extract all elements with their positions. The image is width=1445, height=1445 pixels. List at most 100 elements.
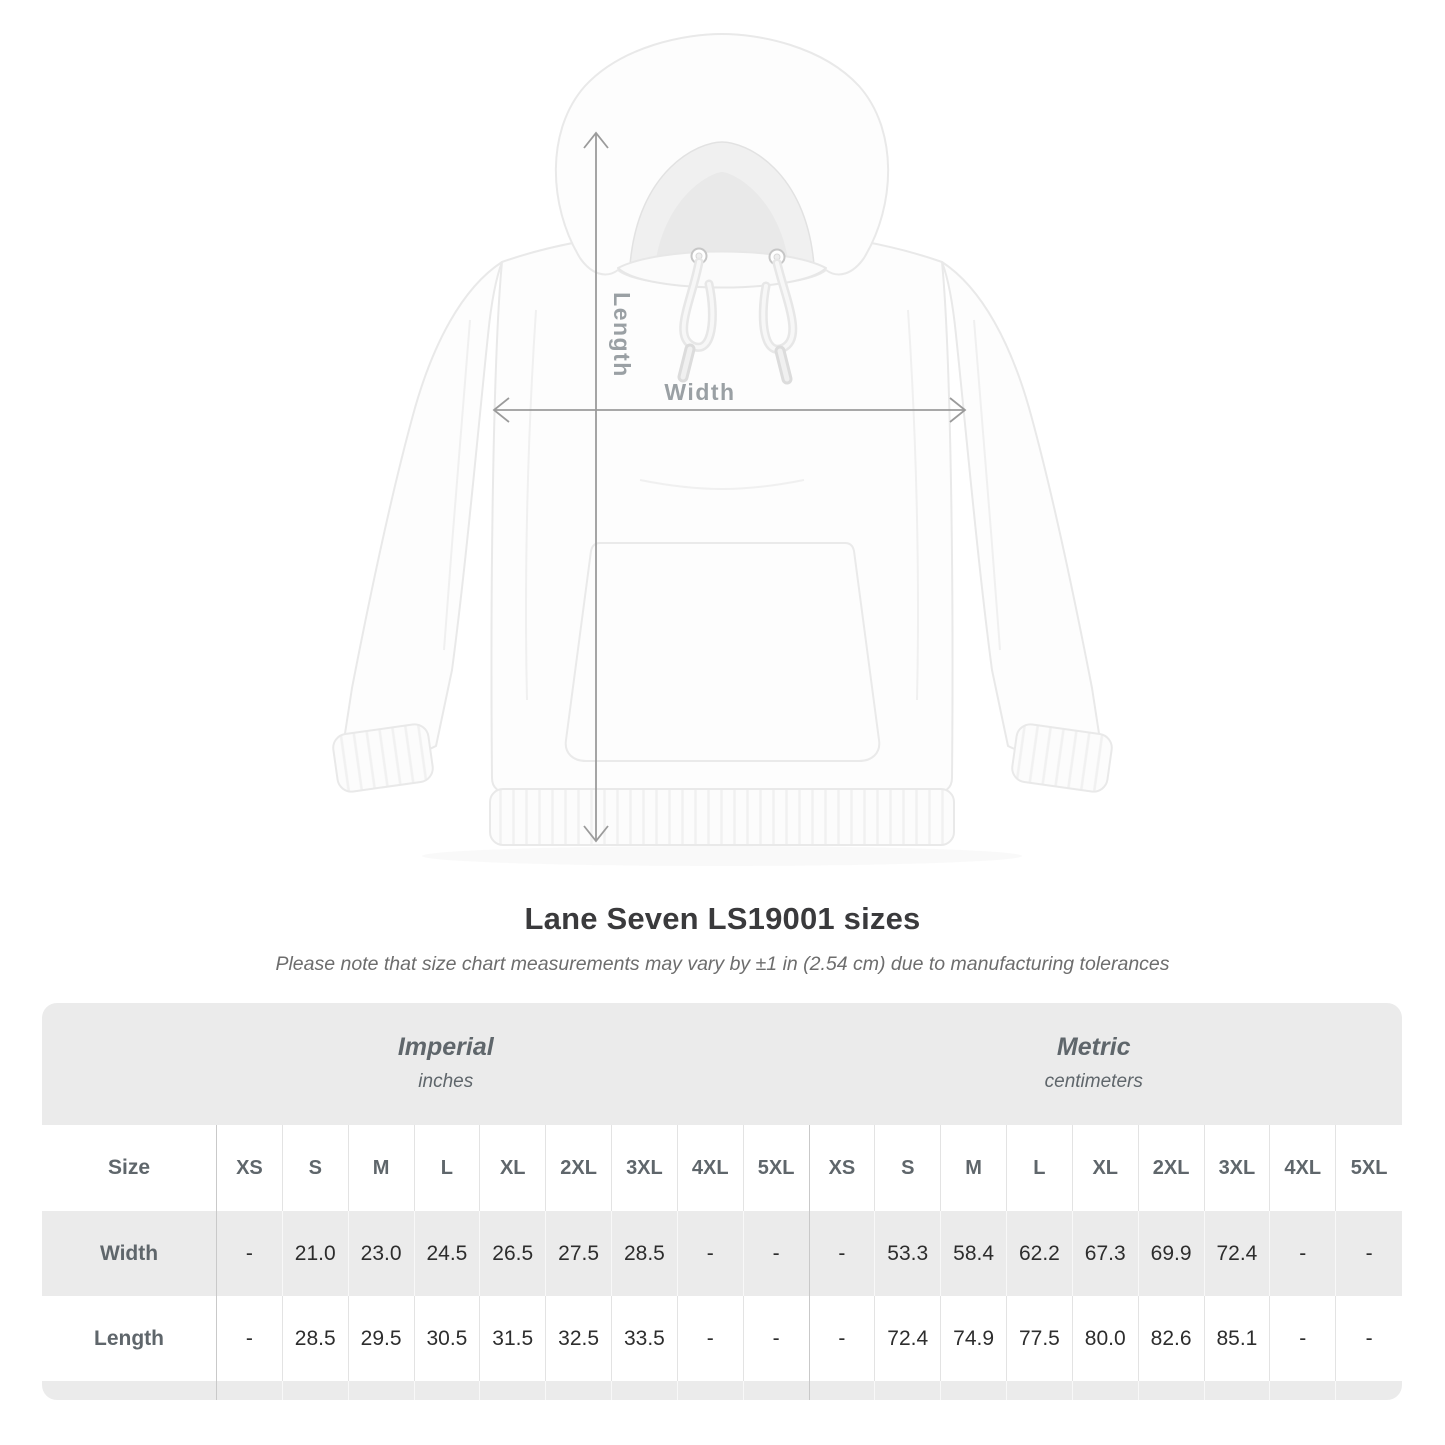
width-metric-value-3xl: 72.4 — [1204, 1211, 1271, 1296]
table-footer-cell — [809, 1381, 876, 1400]
length-imperial-value-xl: 31.5 — [480, 1296, 547, 1381]
width-arrow-label: Width — [664, 379, 735, 405]
width-metric-value-m: 58.4 — [941, 1211, 1007, 1296]
table-footer-cell — [677, 1381, 744, 1400]
size-header-imperial-3xl: 3XL — [612, 1125, 678, 1211]
length-imperial-value-xs: - — [217, 1296, 283, 1381]
width-metric-value-4xl: - — [1270, 1211, 1337, 1296]
size-table: Imperial inches Metric centimeters Size XS S M L… — [42, 1003, 1402, 1400]
width-imperial-value-s: 21.0 — [282, 1211, 349, 1296]
table-footer-cell — [282, 1381, 349, 1400]
table-footer-cell — [42, 1381, 217, 1400]
width-imperial-value-4xl: - — [677, 1211, 744, 1296]
hoodie-pocket — [564, 542, 881, 762]
metric-section-header: Metric centimeters — [809, 1003, 1402, 1125]
length-imperial-value-l: 30.5 — [414, 1296, 481, 1381]
size-header-imperial-s: S — [282, 1125, 349, 1211]
width-imperial-value-xl: 26.5 — [480, 1211, 547, 1296]
hoodie-left-cuff — [332, 723, 434, 793]
table-footer-cell — [480, 1381, 547, 1400]
table-footer-cell — [414, 1381, 481, 1400]
table-footer-cell — [875, 1381, 942, 1400]
size-header-imperial-xs: XS — [217, 1125, 283, 1211]
width-row-label: Width — [42, 1211, 217, 1296]
length-metric-value-xl: 80.0 — [1072, 1296, 1139, 1381]
metric-unit: centimeters — [1044, 1071, 1143, 1092]
length-metric-value-m: 74.9 — [941, 1296, 1007, 1381]
hoodie-right-cuff — [1011, 723, 1113, 793]
table-footer-cell — [217, 1381, 283, 1400]
size-header-metric-3xl: 3XL — [1204, 1125, 1271, 1211]
table-footer-cell — [348, 1381, 415, 1400]
imperial-unit: inches — [418, 1071, 474, 1092]
size-header-metric-xl: XL — [1072, 1125, 1139, 1211]
length-imperial-value-m: 29.5 — [348, 1296, 415, 1381]
length-imperial-value-5xl: - — [743, 1296, 810, 1381]
table-footer-cell — [1138, 1381, 1205, 1400]
length-metric-value-xs: - — [809, 1296, 876, 1381]
width-imperial-value-2xl: 27.5 — [546, 1211, 612, 1296]
hoodie-measurement-diagram: Length Width — [332, 33, 1113, 866]
table-footer-cell — [1204, 1381, 1271, 1400]
width-arrow — [492, 397, 967, 423]
width-imperial-value-l: 24.5 — [414, 1211, 481, 1296]
size-header-imperial-l: L — [414, 1125, 481, 1211]
length-imperial-value-3xl: 33.5 — [612, 1296, 678, 1381]
length-imperial-value-2xl: 32.5 — [546, 1296, 612, 1381]
width-metric-value-xs: - — [809, 1211, 876, 1296]
length-metric-value-2xl: 82.6 — [1138, 1296, 1205, 1381]
hoodie-drawstrings — [677, 257, 798, 385]
table-footer-cell — [1072, 1381, 1139, 1400]
width-imperial-value-m: 23.0 — [348, 1211, 415, 1296]
size-header-metric-l: L — [1007, 1125, 1073, 1211]
imperial-title: Imperial — [397, 1033, 494, 1061]
length-row-label: Length — [42, 1296, 217, 1381]
table-footer-cell — [1336, 1381, 1402, 1400]
hoodie-hood-interior — [655, 172, 789, 277]
length-imperial-value-s: 28.5 — [282, 1296, 349, 1381]
tolerance-note: Please note that size chart measurements… — [275, 953, 1170, 975]
table-footer-cell — [743, 1381, 810, 1400]
hoodie-hem-rib — [489, 788, 955, 846]
width-metric-value-xl: 67.3 — [1072, 1211, 1139, 1296]
table-footer-cell — [546, 1381, 612, 1400]
size-header-metric-2xl: 2XL — [1138, 1125, 1205, 1211]
table-footer-cell — [612, 1381, 678, 1400]
length-metric-value-4xl: - — [1270, 1296, 1337, 1381]
hoodie-creases — [443, 309, 1001, 701]
width-metric-value-l: 62.2 — [1007, 1211, 1073, 1296]
length-metric-value-l: 77.5 — [1007, 1296, 1073, 1381]
size-header-imperial-m: M — [348, 1125, 415, 1211]
width-imperial-value-3xl: 28.5 — [612, 1211, 678, 1296]
size-header-imperial-2xl: 2XL — [546, 1125, 612, 1211]
width-metric-value-5xl: - — [1336, 1211, 1402, 1296]
size-header-metric-s: S — [875, 1125, 942, 1211]
size-header-metric-5xl: 5XL — [1336, 1125, 1402, 1211]
metric-title: Metric — [1056, 1033, 1131, 1061]
hoodie-right-sleeve — [941, 261, 1101, 755]
size-header-metric-m: M — [941, 1125, 1007, 1211]
length-metric-value-3xl: 85.1 — [1204, 1296, 1271, 1381]
page-title: Lane Seven LS19001 sizes — [524, 901, 921, 936]
width-imperial-value-xs: - — [217, 1211, 283, 1296]
length-metric-value-5xl: - — [1336, 1296, 1402, 1381]
size-header-imperial-5xl: 5XL — [743, 1125, 810, 1211]
size-header-metric-4xl: 4XL — [1270, 1125, 1337, 1211]
table-footer-cell — [941, 1381, 1007, 1400]
length-imperial-value-4xl: - — [677, 1296, 744, 1381]
size-header-imperial-4xl: 4XL — [677, 1125, 744, 1211]
width-metric-value-2xl: 69.9 — [1138, 1211, 1205, 1296]
length-arrow-label: Length — [609, 292, 635, 378]
hoodie-left-sleeve — [343, 261, 503, 755]
table-footer-cell — [1270, 1381, 1337, 1400]
size-header-metric-xs: XS — [809, 1125, 876, 1211]
imperial-section-header: Imperial inches — [42, 1003, 810, 1125]
hoodie-illustration — [332, 33, 1113, 846]
width-imperial-value-5xl: - — [743, 1211, 810, 1296]
length-metric-value-s: 72.4 — [875, 1296, 942, 1381]
hoodie-shadow — [422, 846, 1022, 866]
length-arrow — [583, 131, 609, 843]
width-metric-value-s: 53.3 — [875, 1211, 942, 1296]
size-column-header: Size — [42, 1125, 217, 1211]
